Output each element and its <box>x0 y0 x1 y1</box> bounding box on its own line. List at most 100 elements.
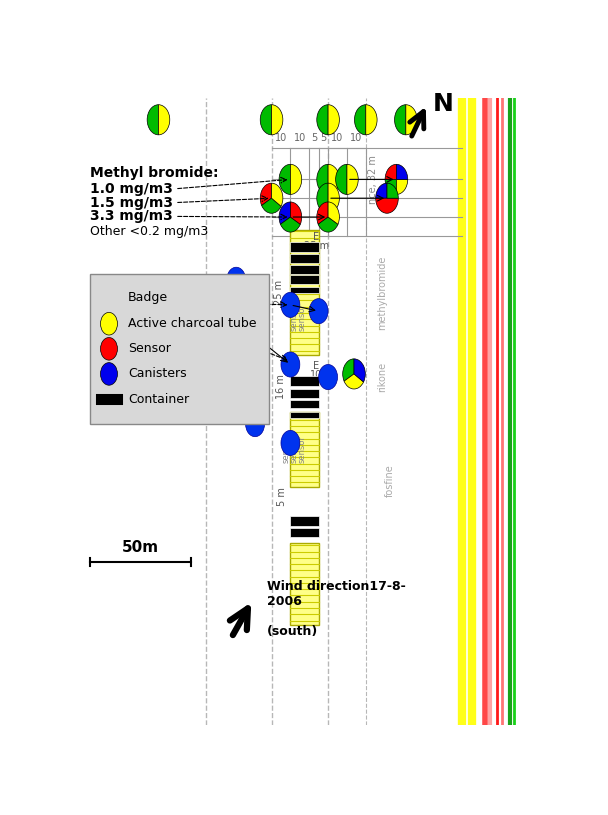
Text: Other <0.2 mg/m3: Other <0.2 mg/m3 <box>90 225 209 238</box>
Wedge shape <box>272 104 283 134</box>
Wedge shape <box>328 165 339 195</box>
Text: 10: 10 <box>310 370 322 380</box>
Bar <box>291 377 319 386</box>
Wedge shape <box>396 165 408 179</box>
Circle shape <box>319 364 337 390</box>
Wedge shape <box>366 104 377 134</box>
Text: 10: 10 <box>275 133 287 143</box>
Wedge shape <box>261 198 281 214</box>
Text: Methyl bromide:: Methyl bromide: <box>90 166 219 180</box>
Wedge shape <box>376 183 387 198</box>
Wedge shape <box>354 104 366 134</box>
Text: 25 m: 25 m <box>304 241 329 251</box>
Text: N: N <box>433 92 454 116</box>
Wedge shape <box>354 359 365 382</box>
Text: 1.5 mg/m3: 1.5 mg/m3 <box>90 196 173 209</box>
Wedge shape <box>279 165 291 195</box>
Text: E: E <box>313 361 319 371</box>
Wedge shape <box>260 183 272 205</box>
Wedge shape <box>385 179 396 195</box>
Wedge shape <box>100 286 109 309</box>
Text: 10: 10 <box>331 133 344 143</box>
Text: 0.2 mg/m3: 0.2 mg/m3 <box>90 295 173 309</box>
Wedge shape <box>376 198 398 214</box>
Bar <box>291 287 319 293</box>
Text: Canisters: Canisters <box>128 368 187 381</box>
Text: sensor: sensor <box>298 435 306 463</box>
Wedge shape <box>387 183 398 198</box>
Text: Sensor: Sensor <box>128 342 171 355</box>
Wedge shape <box>328 183 339 214</box>
Circle shape <box>281 352 300 377</box>
Wedge shape <box>280 217 300 232</box>
Text: 16 m: 16 m <box>276 374 286 399</box>
Bar <box>291 516 319 526</box>
Bar <box>291 389 319 398</box>
Text: rikone: rikone <box>378 362 387 392</box>
Bar <box>291 412 319 487</box>
Text: 20 mg/m3: 20 mg/m3 <box>90 309 168 324</box>
Wedge shape <box>260 104 272 134</box>
Circle shape <box>246 412 264 437</box>
Text: Active charcoal tube: Active charcoal tube <box>128 317 257 330</box>
Circle shape <box>281 430 300 456</box>
Bar <box>291 230 319 355</box>
Wedge shape <box>336 165 347 195</box>
Wedge shape <box>396 179 408 195</box>
Text: Sulfuryl fluoride:: Sulfuryl fluoride: <box>90 279 223 293</box>
Text: 5 m: 5 m <box>277 487 287 506</box>
Wedge shape <box>147 104 159 134</box>
Bar <box>291 544 319 625</box>
Circle shape <box>227 267 246 293</box>
Text: nce, 32 m: nce, 32 m <box>368 155 378 204</box>
Wedge shape <box>317 202 328 224</box>
Bar <box>291 254 319 263</box>
Wedge shape <box>291 165 302 195</box>
Circle shape <box>100 363 117 385</box>
Text: 25 m: 25 m <box>274 280 283 305</box>
Wedge shape <box>343 359 354 381</box>
Text: 5: 5 <box>311 133 317 143</box>
Wedge shape <box>385 165 396 179</box>
Wedge shape <box>395 104 406 134</box>
Text: sensor: sensor <box>289 303 298 332</box>
Wedge shape <box>279 202 291 224</box>
Text: sensor: sensor <box>298 303 306 332</box>
Text: sensor: sensor <box>281 435 290 463</box>
Wedge shape <box>347 165 358 195</box>
Wedge shape <box>406 104 417 134</box>
Text: 5: 5 <box>320 133 326 143</box>
Wedge shape <box>318 217 338 232</box>
Circle shape <box>100 337 117 360</box>
Text: methylbromide: methylbromide <box>378 255 387 329</box>
Circle shape <box>100 312 117 335</box>
Text: 50m: 50m <box>122 540 159 555</box>
Text: fosfine: fosfine <box>384 465 395 497</box>
Bar <box>95 393 123 405</box>
Wedge shape <box>317 165 328 195</box>
Text: 10: 10 <box>294 133 306 143</box>
Wedge shape <box>272 183 283 206</box>
Wedge shape <box>344 374 364 389</box>
Wedge shape <box>328 202 339 224</box>
Text: 1.0 mg/m3: 1.0 mg/m3 <box>90 182 173 196</box>
Wedge shape <box>109 286 117 309</box>
Bar <box>291 528 319 537</box>
Text: Wind direction17-8-
2006

(south): Wind direction17-8- 2006 (south) <box>267 580 406 638</box>
Circle shape <box>309 298 328 324</box>
Bar <box>90 274 269 424</box>
Bar <box>291 275 319 284</box>
Text: sensor: sensor <box>289 435 298 463</box>
Circle shape <box>246 324 264 349</box>
Bar <box>291 241 319 252</box>
Bar <box>291 412 319 418</box>
Circle shape <box>281 293 300 317</box>
Wedge shape <box>317 104 328 134</box>
Wedge shape <box>291 202 302 224</box>
Text: Container: Container <box>128 393 189 406</box>
Bar <box>291 400 319 408</box>
Bar <box>291 266 319 274</box>
Wedge shape <box>317 183 328 214</box>
Text: 10: 10 <box>350 133 362 143</box>
Wedge shape <box>328 104 339 134</box>
